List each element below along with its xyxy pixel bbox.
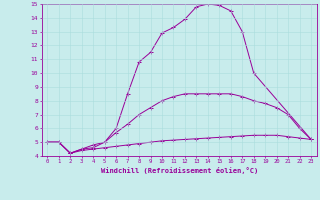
X-axis label: Windchill (Refroidissement éolien,°C): Windchill (Refroidissement éolien,°C): [100, 167, 258, 174]
